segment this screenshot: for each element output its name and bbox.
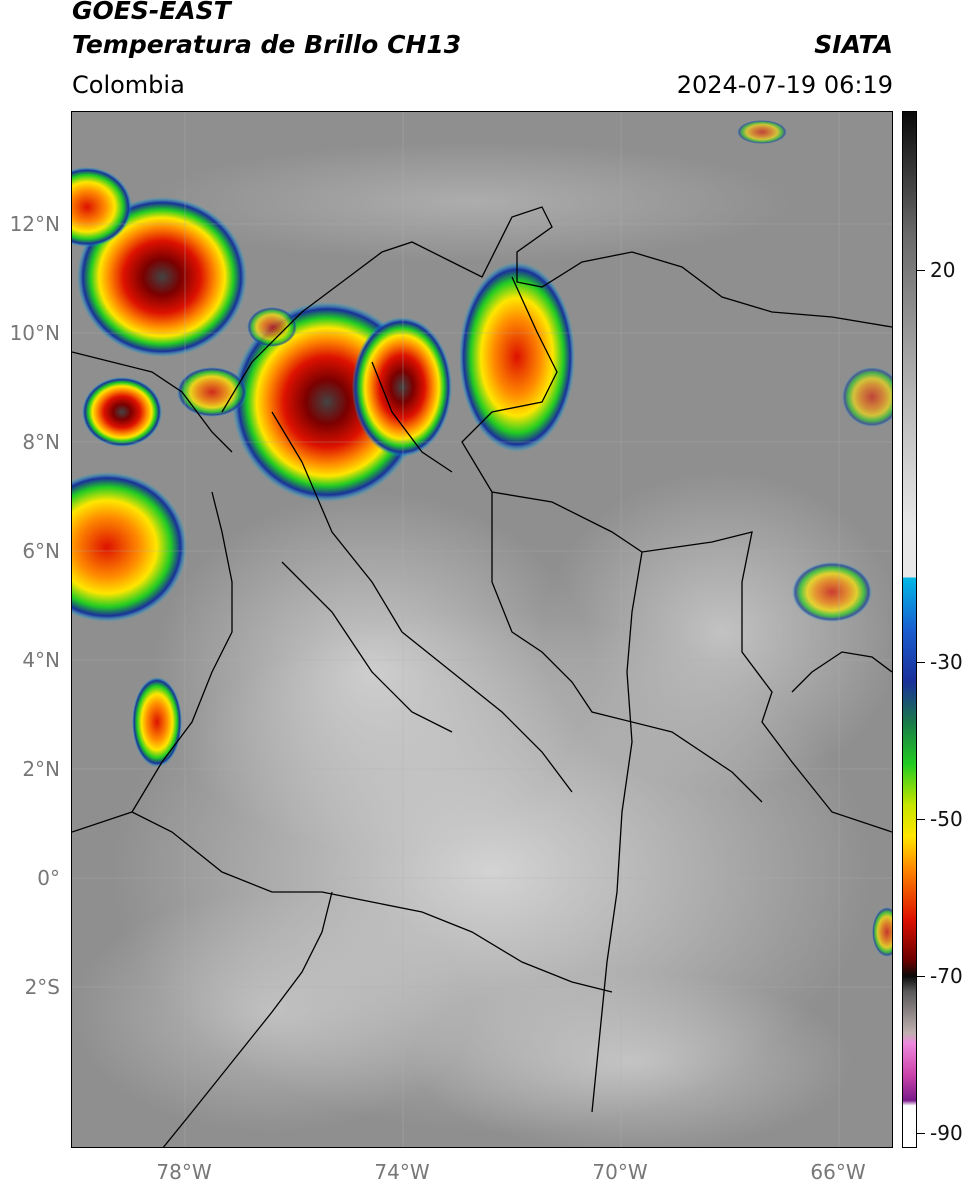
colorbar-label-neg70: -70 (930, 964, 963, 988)
colorbar-label-neg50: -50 (930, 807, 963, 831)
lon-label-70w: 70°W (592, 1160, 648, 1184)
lat-label-0: 0° (37, 866, 60, 890)
lon-label-74w: 74°W (374, 1160, 430, 1184)
lat-label-12n: 12°N (9, 212, 60, 236)
colorbar-label-20: 20 (930, 258, 956, 282)
satellite-map[interactable] (71, 111, 893, 1148)
colorbar-label-neg30: -30 (930, 650, 963, 674)
lat-label-2s: 2°S (24, 975, 60, 999)
map-canvas (72, 112, 892, 1147)
timestamp-label: 2024-07-19 06:19 (676, 71, 893, 99)
brand-label: SIATA (814, 30, 893, 59)
colorbar-tick-20 (917, 270, 925, 271)
lat-label-10n: 10°N (9, 321, 60, 345)
colorbar-tick-neg50 (917, 819, 925, 820)
colorbar-tick-neg30 (917, 662, 925, 663)
region-label: Colombia (72, 71, 185, 99)
lon-label-66w: 66°W (810, 1160, 866, 1184)
product-title: GOES-EAST (72, 0, 231, 25)
lon-label-78w: 78°W (156, 1160, 212, 1184)
lat-label-4n: 4°N (22, 648, 60, 672)
colorbar-label-neg90: -90 (930, 1121, 963, 1145)
colorbar-tick-neg70 (917, 976, 925, 977)
lat-label-2n: 2°N (22, 757, 60, 781)
product-subtitle: Temperatura de Brillo CH13 (72, 30, 462, 59)
temperature-colorbar (902, 111, 917, 1148)
lat-label-6n: 6°N (22, 539, 60, 563)
lat-label-8n: 8°N (22, 430, 60, 454)
colorbar-tick-neg90 (917, 1133, 925, 1134)
